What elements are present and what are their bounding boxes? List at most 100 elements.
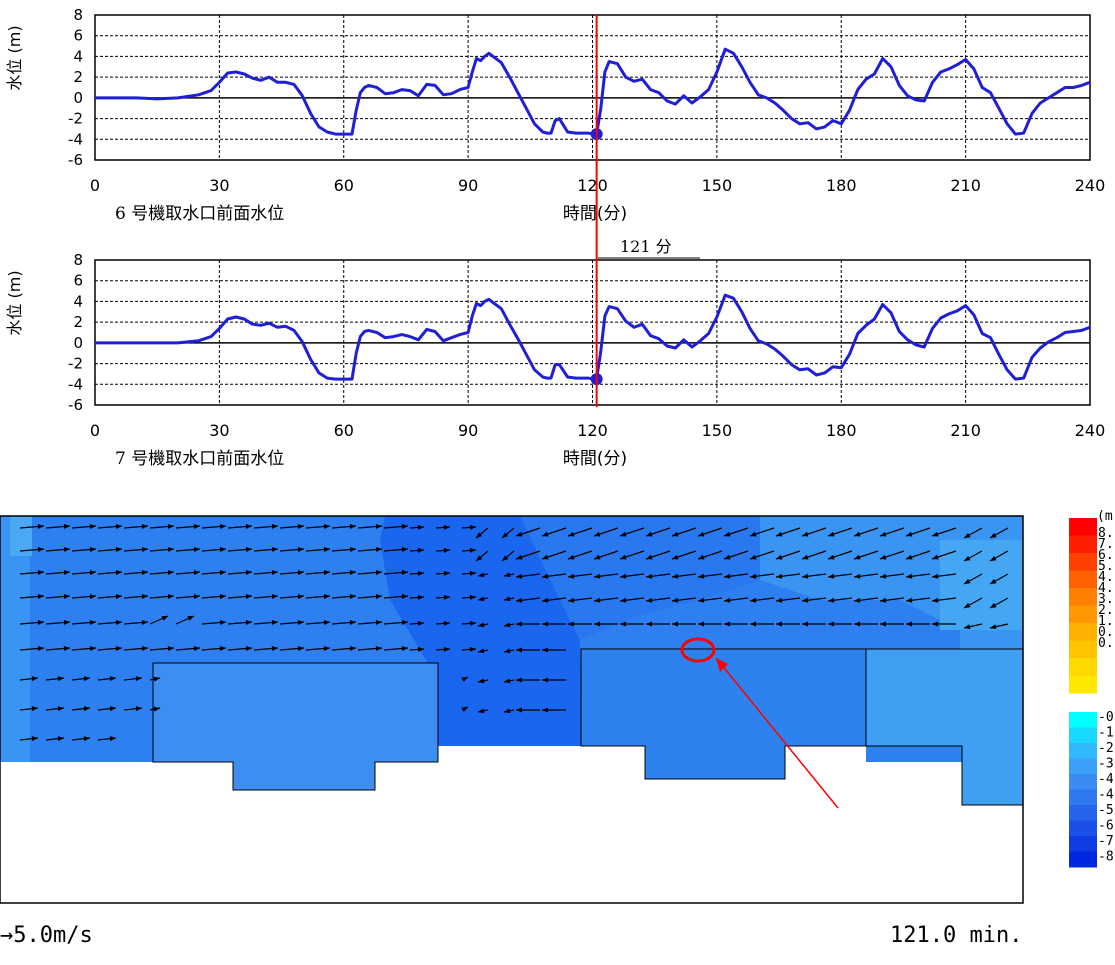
velocity-arrow: [801, 573, 827, 579]
velocity-arrow: [594, 621, 618, 627]
velocity-arrow: [71, 547, 97, 552]
chart-6-water-level: 8 6 4 2 0 -2 -4 -6 0 30 60 90 120 150 180 210 240 水位 (m…: [5, 6, 1105, 224]
chart-6-y-axis-label: 水位 (m): [5, 25, 24, 90]
velocity-arrow: [227, 570, 253, 575]
legend-negative-label: -3.: [1098, 757, 1115, 772]
velocity-arrow: [45, 524, 71, 529]
velocity-arrow: [853, 573, 879, 579]
chart-7-x-ticks: 0 30 60 90 120 150 180 210 240: [90, 421, 1105, 440]
velocity-arrow: [253, 646, 279, 651]
legend-positive-label: 2.: [1098, 603, 1114, 618]
chart-6-y-tick-label: 4: [73, 47, 83, 65]
velocity-arrow: [305, 570, 331, 575]
chart-6-series-line: [95, 47, 1091, 136]
chart-6-y-ticks: 8 6 4 2 0 -2 -4 -6: [68, 6, 83, 169]
velocity-arrow: [357, 547, 383, 552]
velocity-arrow: [593, 550, 619, 560]
velocity-arrow: [123, 524, 149, 529]
velocity-arrow: [516, 647, 540, 653]
velocity-arrow: [905, 597, 931, 603]
velocity-arrow: [827, 550, 853, 560]
max-velocity-circle: [680, 637, 716, 663]
time-stamp-label: 121.0 min.: [890, 923, 1022, 948]
velocity-arrow: [516, 677, 540, 683]
velocity-arrow: [279, 620, 305, 625]
velocity-arrow: [331, 620, 357, 625]
velocity-arrow: [253, 524, 279, 529]
velocity-arrow: [97, 706, 117, 712]
velocity-arrow: [19, 736, 39, 742]
velocity-arrow: [567, 527, 593, 537]
velocity-arrow: [503, 572, 515, 578]
chart-6-x-axis-label: 時間(分): [563, 204, 627, 224]
velocity-arrow: [672, 621, 696, 627]
velocity-arrow: [477, 678, 489, 684]
velocity-arrow: [253, 620, 279, 625]
velocity-arrow: [305, 646, 331, 651]
legend-positive-swatch: [1069, 535, 1097, 554]
legend-negative-label: -4.: [1098, 788, 1115, 803]
velocity-arrow: [45, 736, 65, 742]
velocity-arrow: [963, 550, 983, 562]
velocity-arrow: [357, 594, 383, 599]
velocity-arrow: [435, 547, 451, 553]
flow-map: 7 号機 6 号機 海水貯留堰 海水貯留堰 最大流速 3.2m/s: [0, 515, 1024, 904]
velocity-arrow: [989, 527, 1009, 539]
velocity-arrow: [45, 620, 71, 625]
velocity-arrow: [503, 648, 515, 654]
velocity-arrow: [723, 573, 749, 579]
legend-positive-label: 0.: [1098, 636, 1114, 651]
velocity-arrow: [775, 527, 801, 537]
velocity-arrow: [409, 594, 425, 600]
velocity-arrow: [541, 573, 567, 579]
velocity-arrow: [201, 620, 227, 625]
chart-6-y-tick-label: 6: [73, 27, 83, 45]
velocity-arrow: [71, 736, 91, 742]
velocity-arrow: [201, 547, 227, 552]
velocity-arrow: [461, 524, 477, 530]
time-cursor-label: 121 分: [620, 237, 672, 256]
velocity-arrow: [905, 573, 931, 579]
velocity-arrow: [461, 646, 477, 652]
velocity-arrow: [724, 621, 748, 627]
velocity-arrow: [775, 550, 801, 560]
chart-7-y-tick-label: -4: [68, 375, 83, 393]
velocity-arrow: [45, 706, 65, 712]
velocity-arrow: [853, 527, 879, 537]
unit-7-intake-structure: [152, 662, 439, 791]
velocity-arrow: [516, 621, 540, 627]
chart-6-x-tick-label: 240: [1075, 176, 1106, 195]
legend-positive-swatch: [1069, 640, 1097, 659]
velocity-arrow: [97, 736, 117, 742]
velocity-arrow: [123, 594, 149, 599]
water-light-corner: [10, 516, 32, 556]
velocity-arrow: [383, 594, 409, 599]
velocity-arrow: [503, 622, 515, 628]
velocity-arrow: [19, 570, 45, 575]
velocity-arrow: [357, 646, 383, 651]
velocity-arrow: [671, 573, 697, 579]
velocity-arrow: [227, 620, 253, 625]
velocity-arrow: [854, 621, 878, 627]
velocity-arrow: [542, 647, 566, 653]
chart-7-x-axis-label: 時間(分): [563, 449, 627, 469]
velocity-arrow: [620, 621, 644, 627]
velocity-arrow: [963, 623, 983, 630]
chart-6-y-tick-label: 2: [73, 68, 83, 86]
velocity-arrow: [253, 594, 279, 599]
velocity-arrow: [931, 527, 957, 537]
velocity-arrow: [201, 594, 227, 599]
velocity-arrow: [645, 573, 671, 579]
velocity-arrow: [477, 648, 489, 654]
chart-7-y-tick-label: 4: [73, 292, 83, 310]
chart-7-y-tick-label: 6: [73, 272, 83, 290]
unit-7-label: 7 号機: [250, 827, 297, 846]
legend-negative-label: -6.: [1098, 819, 1115, 834]
velocity-arrow: [515, 527, 541, 537]
chart-7-y-tick-label: 8: [73, 251, 83, 269]
velocity-arrow: [749, 527, 775, 537]
velocity-arrow: [723, 550, 749, 560]
time-cursor-label-box: 121 分: [598, 237, 700, 259]
legend-unit: (m: [1097, 509, 1113, 524]
velocity-arrow: [567, 597, 593, 603]
